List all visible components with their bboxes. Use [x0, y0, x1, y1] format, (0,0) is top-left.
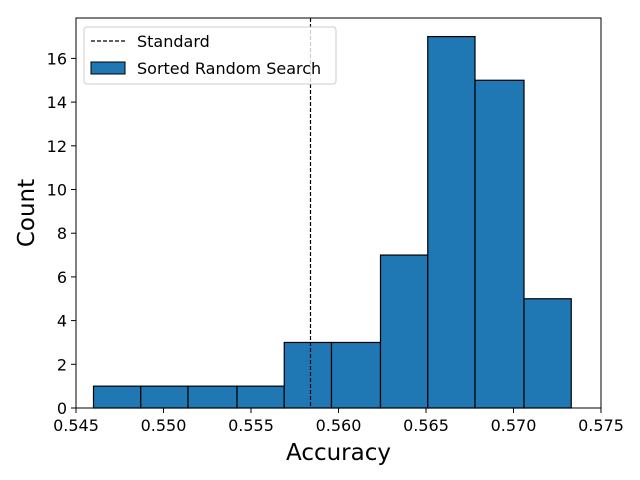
histogram-bar [379, 254, 429, 409]
y-tick-label: 12 [47, 137, 67, 156]
legend: Standard Sorted Random Search [83, 26, 337, 85]
legend-box [83, 26, 337, 85]
histogram-bar [330, 341, 382, 409]
legend-sorted-random-search-label: Sorted Random Search [137, 59, 321, 78]
y-tick-label: 0 [57, 399, 67, 418]
y-tick-label: 4 [57, 312, 67, 331]
histogram-bar [187, 385, 238, 409]
x-tick-label: 0.575 [578, 416, 624, 435]
x-axis-ticks: 0.545 0.550 0.555 0.560 0.565 0.570 0.575 [53, 408, 624, 435]
x-axis-label: Accuracy [286, 440, 391, 466]
legend-standard-label: Standard [137, 32, 210, 51]
x-tick-label: 0.545 [53, 416, 99, 435]
histogram-bar [283, 341, 333, 409]
histogram-bar [236, 385, 285, 409]
y-tick-label: 8 [57, 224, 67, 243]
y-tick-label: 2 [57, 355, 67, 374]
histogram-bar [140, 385, 189, 409]
histogram-bar [474, 79, 525, 409]
histogram-bar [92, 385, 142, 409]
x-tick-label: 0.565 [403, 416, 449, 435]
legend-sorted-random-search-swatch [90, 61, 126, 75]
histogram-bar [427, 35, 476, 409]
y-tick-label: 10 [47, 181, 67, 200]
x-tick-label: 0.570 [491, 416, 537, 435]
x-tick-label: 0.555 [228, 416, 274, 435]
y-axis-ticks: 0 2 4 6 8 10 12 14 16 [47, 49, 76, 418]
x-tick-label: 0.560 [316, 416, 362, 435]
histogram-bar [523, 298, 572, 409]
y-axis-label: Count [14, 179, 40, 247]
y-tick-label: 14 [47, 93, 67, 112]
histogram-bars [92, 35, 572, 409]
y-tick-label: 16 [47, 49, 67, 68]
y-tick-label: 6 [57, 268, 67, 287]
x-tick-label: 0.550 [141, 416, 187, 435]
